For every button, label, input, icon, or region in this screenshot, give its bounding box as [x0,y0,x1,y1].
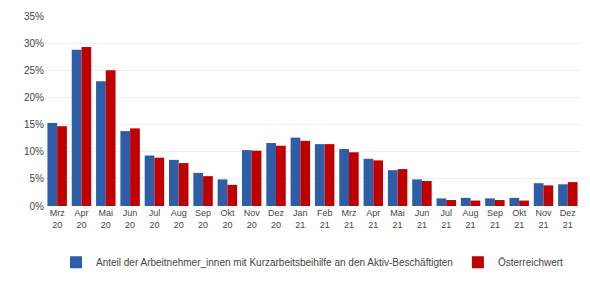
svg-text:Jul21: Jul21 [440,208,452,230]
svg-text:Dez21: Dez21 [560,208,577,230]
svg-text:Jul20: Jul20 [149,208,161,230]
svg-text:30%: 30% [24,38,44,49]
svg-text:Anteil der Arbeitnehmer_innen: Anteil der Arbeitnehmer_innen mit Kurzar… [96,257,453,268]
svg-text:Mrz21: Mrz21 [341,208,356,230]
svg-text:Nov21: Nov21 [536,208,553,230]
svg-text:10%: 10% [24,146,44,157]
svg-text:Dez20: Dez20 [268,208,285,230]
svg-text:Österreichwert: Österreichwert [498,257,563,268]
svg-text:Nov20: Nov20 [244,208,261,230]
svg-text:Feb21: Feb21 [317,208,333,230]
svg-text:Okt21: Okt21 [512,208,527,230]
svg-text:Apr20: Apr20 [74,208,88,230]
svg-text:Mai21: Mai21 [390,208,405,230]
svg-text:35%: 35% [24,11,44,22]
svg-text:Aug21: Aug21 [463,208,479,230]
svg-text:Sep21: Sep21 [487,208,503,230]
svg-text:Jan21: Jan21 [293,208,308,230]
svg-text:20%: 20% [24,92,44,103]
svg-text:Jun20: Jun20 [123,208,138,230]
svg-text:Mrz20: Mrz20 [50,208,65,230]
svg-text:Jun21: Jun21 [415,208,430,230]
svg-text:Okt20: Okt20 [220,208,235,230]
svg-text:Sep20: Sep20 [195,208,211,230]
svg-text:25%: 25% [24,65,44,76]
svg-text:15%: 15% [24,119,44,130]
svg-text:Aug20: Aug20 [171,208,187,230]
svg-text:Mai20: Mai20 [99,208,114,230]
svg-text:0%: 0% [30,201,45,212]
svg-text:Apr21: Apr21 [366,208,380,230]
svg-text:5%: 5% [30,173,45,184]
